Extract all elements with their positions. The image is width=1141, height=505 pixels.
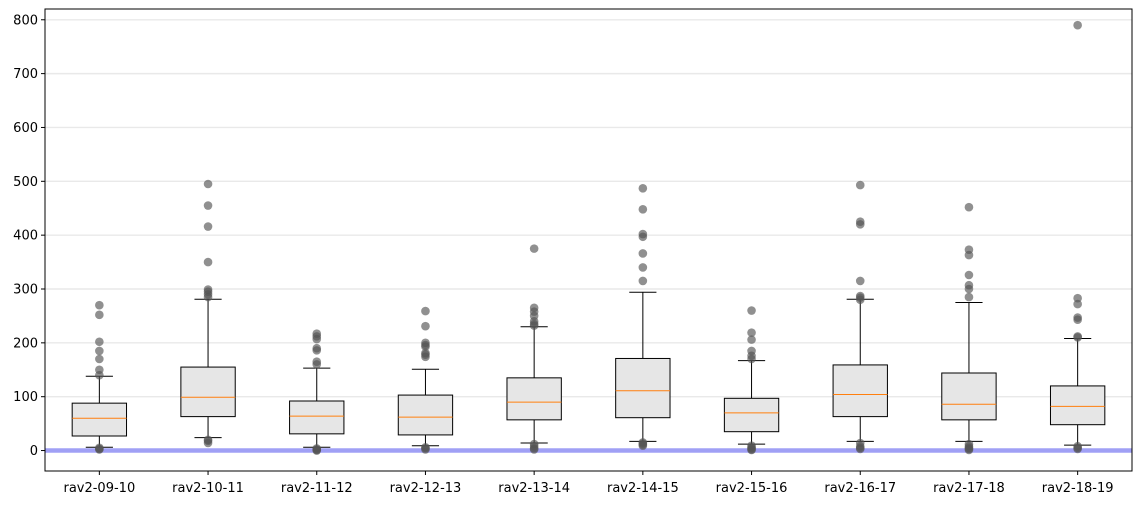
- outlier-point: [964, 202, 974, 212]
- outlier-point: [312, 334, 322, 344]
- x-tick-label: rav2-17-18: [933, 481, 1005, 496]
- iqr-box: [1049, 385, 1106, 426]
- box-rav2-14-15: [615, 291, 671, 442]
- box-rav2-12-13: [397, 368, 454, 447]
- outliers-layer: [95, 20, 1082, 455]
- iqr-box: [506, 377, 562, 421]
- outlier-point: [747, 328, 756, 337]
- outlier-point: [203, 179, 213, 189]
- y-tick-label: 200: [13, 336, 38, 351]
- outlier-point: [1073, 293, 1082, 303]
- x-tick-label: rav2-10-11: [172, 481, 244, 496]
- box-rav2-16-17: [832, 298, 888, 442]
- outlier-point: [95, 445, 104, 454]
- box-rav2-09-10: [71, 375, 128, 448]
- outlier-point: [964, 284, 974, 294]
- y-tick-label: 100: [13, 390, 38, 405]
- outlier-point: [203, 257, 213, 267]
- outlier-point: [638, 276, 648, 286]
- outlier-point: [421, 352, 430, 362]
- y-tick-label: 800: [13, 13, 38, 28]
- outlier-point: [638, 441, 648, 450]
- outlier-point: [95, 300, 104, 310]
- box-rav2-11-12: [289, 367, 345, 448]
- outlier-point: [964, 250, 974, 260]
- outlier-point: [1073, 315, 1082, 324]
- outlier-point: [747, 445, 756, 455]
- outlier-point: [638, 249, 648, 258]
- iqr-box: [289, 400, 345, 435]
- y-tick-label: 500: [13, 175, 38, 190]
- iqr-box: [615, 357, 671, 419]
- y-tick-label: 400: [13, 229, 38, 244]
- outlier-point: [421, 306, 430, 316]
- outlier-point: [203, 438, 213, 448]
- iqr-box: [180, 366, 236, 418]
- x-tick-label: rav2-16-17: [824, 481, 896, 496]
- outlier-point: [747, 335, 756, 344]
- y-tick-label: 0: [30, 444, 38, 459]
- y-tick-label: 300: [13, 283, 38, 298]
- outlier-point: [855, 276, 865, 286]
- x-tick-label: rav2-18-19: [1042, 481, 1114, 496]
- outlier-point: [421, 321, 430, 331]
- box-rav2-10-11: [180, 298, 236, 439]
- outlier-point: [95, 346, 104, 356]
- outlier-point: [421, 445, 430, 454]
- outlier-point: [638, 232, 648, 242]
- outlier-point: [312, 346, 322, 355]
- outlier-point: [421, 342, 430, 351]
- outlier-point: [855, 295, 865, 305]
- x-tick-label: rav2-09-10: [63, 481, 135, 496]
- outlier-point: [203, 292, 213, 302]
- outlier-point: [855, 444, 865, 454]
- outlier-point: [529, 244, 539, 253]
- outlier-point: [95, 310, 104, 320]
- outlier-point: [964, 445, 974, 455]
- outlier-point: [964, 292, 974, 302]
- outlier-point: [95, 354, 104, 364]
- x-tick-label: rav2-12-13: [390, 481, 462, 496]
- x-tick-label: rav2-11-12: [281, 481, 353, 496]
- outlier-point: [638, 263, 648, 272]
- outlier-point: [1073, 333, 1082, 342]
- outlier-point: [312, 360, 322, 369]
- y-tick-label: 600: [13, 121, 38, 136]
- x-tick-label: rav2-13-14: [498, 481, 570, 496]
- outlier-point: [1073, 20, 1082, 30]
- x-tick-label: rav2-15-16: [716, 481, 788, 496]
- outlier-point: [529, 321, 539, 330]
- iqr-box: [941, 372, 997, 421]
- outlier-point: [638, 184, 648, 193]
- iqr-box: [71, 402, 128, 437]
- outlier-point: [1073, 444, 1082, 454]
- outlier-point: [747, 306, 756, 315]
- x-tick-label: rav2-14-15: [607, 481, 679, 496]
- outlier-point: [964, 270, 974, 280]
- box-rav2-17-18: [941, 301, 997, 442]
- outlier-point: [203, 222, 213, 231]
- iqr-box: [832, 364, 888, 418]
- x-axis: rav2-09-10 rav2-10-11 rav2-11-12 rav2-12-13…: [63, 471, 1114, 496]
- outlier-point: [747, 354, 756, 364]
- outlier-point: [855, 220, 865, 229]
- box-rav2-13-14: [506, 326, 562, 444]
- boxes-layer: [71, 291, 1106, 448]
- box-rav2-18-19: [1049, 338, 1106, 446]
- outlier-point: [203, 201, 213, 210]
- outlier-point: [312, 446, 322, 455]
- outlier-point: [1073, 299, 1082, 309]
- y-axis: 0 100 200 300 400 500 600 700 800: [13, 13, 45, 459]
- outlier-point: [95, 370, 104, 380]
- outlier-point: [855, 180, 865, 190]
- iqr-box: [397, 394, 454, 436]
- outlier-point: [638, 205, 648, 214]
- box-rav2-15-16: [723, 360, 780, 445]
- plot-area-frame: [44, 8, 1133, 472]
- outlier-point: [95, 337, 104, 347]
- y-tick-label: 700: [13, 67, 38, 82]
- outlier-point: [529, 445, 539, 454]
- iqr-box: [723, 397, 780, 433]
